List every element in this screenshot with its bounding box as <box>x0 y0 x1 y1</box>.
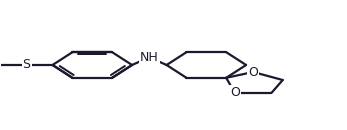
Text: S: S <box>23 58 31 72</box>
Text: NH: NH <box>140 51 159 64</box>
Text: O: O <box>230 86 240 99</box>
Text: O: O <box>248 66 258 79</box>
